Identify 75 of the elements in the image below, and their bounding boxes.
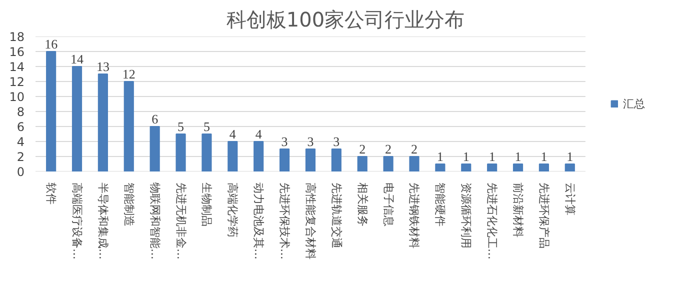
x-tick-label: 高性能复合材料	[304, 182, 317, 260]
bar	[564, 164, 575, 172]
bar	[202, 134, 212, 172]
bar	[305, 148, 316, 172]
bar	[124, 81, 134, 172]
data-label: 1	[462, 149, 470, 164]
bar	[512, 164, 524, 172]
bar	[72, 66, 82, 172]
bar	[383, 156, 394, 172]
data-label: 3	[281, 134, 288, 149]
data-label: 12	[122, 66, 136, 82]
y-tick-label: 16	[9, 45, 25, 59]
data-label: 16	[44, 36, 58, 52]
bar	[409, 156, 420, 172]
y-tick-label: 2	[16, 150, 25, 164]
x-tick-label: 高端医疗设备…	[70, 182, 84, 260]
x-tick-label: 相关服务	[356, 182, 369, 226]
bar	[331, 148, 342, 172]
x-tick-label: 智能制造	[122, 182, 136, 226]
data-label: 4	[255, 126, 262, 142]
data-label: 1	[436, 149, 444, 164]
data-label: 14	[70, 52, 84, 66]
bar	[487, 164, 498, 172]
y-tick-label: 12	[9, 75, 25, 89]
x-tick-label: 先进轨道交通	[330, 182, 343, 248]
x-tick-label: 先进石化化工…	[486, 182, 499, 260]
data-label: 3	[333, 134, 340, 149]
x-tick-label: 生物制品	[200, 182, 214, 226]
legend-label: 汇总	[623, 96, 645, 111]
data-label: 4	[229, 126, 236, 142]
x-tick-label: 前沿新材料	[512, 182, 525, 238]
data-label: 2	[410, 142, 418, 156]
x-tick-label: 先进环保技术…	[278, 182, 292, 260]
data-label: 2	[359, 142, 366, 156]
y-tick-label: 14	[9, 60, 25, 74]
data-label: 2	[385, 142, 392, 156]
x-tick-label: 先进无机非金…	[174, 182, 188, 260]
x-tick-label: 动力电池及其…	[252, 182, 266, 260]
bar	[46, 51, 56, 172]
bar	[176, 134, 186, 172]
chart-title: 科创板100家公司行业分布	[226, 8, 465, 32]
bar	[98, 74, 108, 172]
x-tick-label: 软件	[44, 182, 58, 204]
x-tick-label: 先进钢铁材料	[408, 182, 421, 248]
data-label: 1	[514, 149, 522, 164]
data-label: 1	[488, 149, 496, 164]
data-label: 13	[96, 59, 110, 74]
y-tick-label: 4	[16, 135, 25, 149]
data-label: 6	[152, 112, 159, 126]
y-tick-label: 8	[16, 105, 25, 119]
data-label: 1	[540, 149, 548, 164]
y-tick-label: 10	[9, 90, 25, 104]
bar	[435, 164, 446, 172]
data-label: 1	[566, 149, 574, 164]
x-tick-label: 资源循环利用	[460, 182, 473, 248]
bar	[228, 141, 238, 172]
bar	[461, 164, 472, 172]
x-tick-label: 先进环保产品	[537, 182, 550, 248]
y-tick-label: 0	[16, 165, 25, 179]
y-tick-label: 18	[9, 30, 25, 44]
bar	[150, 126, 160, 172]
bar	[357, 156, 368, 172]
x-tick-label: 高端化学药	[226, 182, 240, 238]
x-tick-label: 半导体和集成…	[96, 182, 110, 260]
data-label: 3	[307, 134, 314, 149]
bar	[538, 164, 549, 172]
y-tick-label: 6	[16, 120, 25, 134]
x-tick-label: 物联网和智能…	[148, 182, 162, 260]
data-label: 5	[178, 119, 184, 134]
x-tick-label: 电子信息	[382, 182, 395, 226]
bar	[254, 141, 264, 172]
data-label: 5	[203, 119, 210, 134]
x-tick-label: 云计算	[563, 182, 576, 216]
bar	[280, 148, 290, 172]
x-tick-label: 智能硬件	[434, 182, 447, 226]
